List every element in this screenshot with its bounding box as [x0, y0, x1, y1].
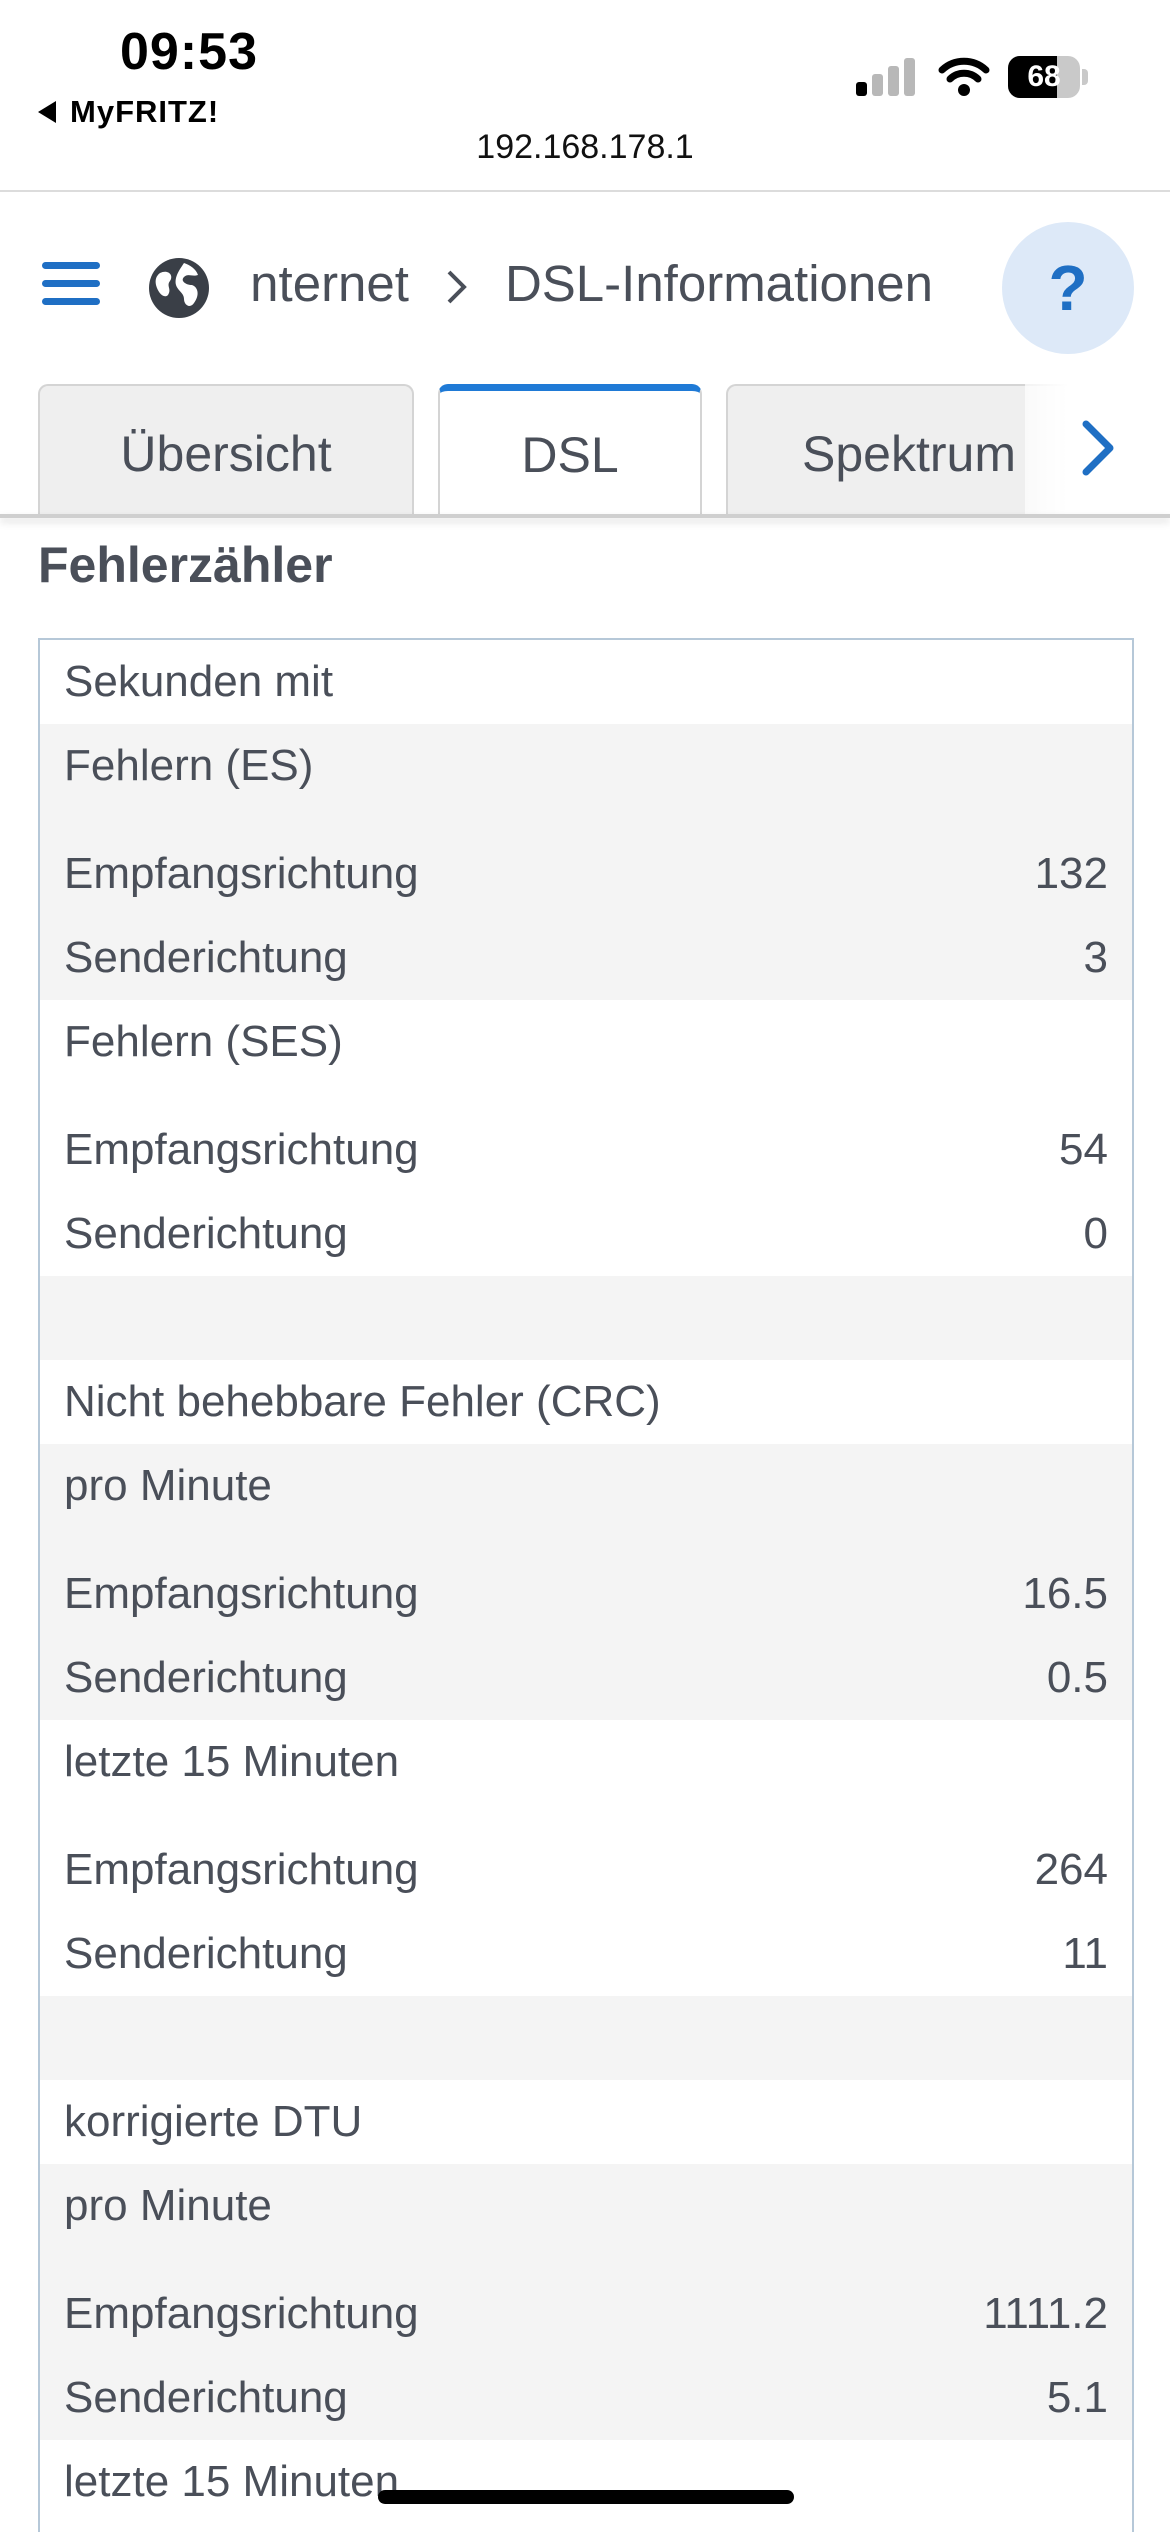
row-label: Nicht behebbare Fehler (CRC)	[64, 1377, 661, 1426]
row-label: Senderichtung	[64, 933, 348, 982]
row-value: 11	[1062, 1929, 1108, 1978]
status-bar: 09:53 MyFRITZ! 68 192.168.178.1	[0, 0, 1170, 192]
table-row: Nicht behebbare Fehler (CRC)	[40, 1360, 1132, 1444]
row-value: 0.5	[1046, 1653, 1108, 1702]
table-row: Senderichtung 0.5	[40, 1636, 1132, 1720]
row-value: 0	[1083, 1209, 1108, 1258]
breadcrumb: Internet DSL-Informationen	[250, 254, 990, 324]
row-label: korrigierte DTU	[64, 2097, 363, 2146]
address-url[interactable]: 192.168.178.1	[476, 128, 694, 166]
hamburger-menu-icon[interactable]	[42, 262, 100, 306]
battery-icon: 68	[1008, 56, 1088, 98]
table-row: letzte 15 Minuten	[40, 1720, 1132, 1804]
error-counter-table: Sekunden mit Fehlern (ES) Empfangsrichtu…	[38, 638, 1134, 2532]
home-indicator[interactable]	[378, 2490, 794, 2504]
row-label: pro Minute	[64, 1461, 272, 1510]
row-label: Sekunden mit	[64, 657, 334, 706]
row-value: 16.5	[1022, 1569, 1108, 1618]
row-label: Empfangsrichtung	[64, 849, 419, 898]
table-row: Empfangsrichtung 264	[40, 1804, 1132, 1912]
table-row: Empfangsrichtung 132	[40, 808, 1132, 916]
table-row: Fehlern (ES)	[40, 724, 1132, 808]
table-row: Empfangsrichtung 54	[40, 1084, 1132, 1192]
table-row: Senderichtung 0	[40, 1192, 1132, 1276]
row-label: Senderichtung	[64, 1209, 348, 1258]
breadcrumb-item-internet[interactable]: Internet	[250, 255, 409, 312]
row-label: Empfangsrichtung	[64, 2289, 419, 2338]
tab-uebersicht[interactable]: Übersicht	[38, 384, 414, 516]
globe-icon[interactable]	[146, 255, 212, 321]
row-value: 264	[1034, 1845, 1108, 1894]
back-app-label: MyFRITZ!	[70, 94, 220, 129]
tab-bar: Übersicht DSL Spektrum	[0, 384, 1170, 516]
row-value: 1111.2	[983, 2289, 1108, 2338]
table-row: pro Minute	[40, 2164, 1132, 2248]
row-value: 5.1	[1046, 2373, 1108, 2422]
tab-spektrum[interactable]: Spektrum	[726, 384, 1116, 516]
breadcrumb-item-current: DSL-Informationen	[504, 255, 933, 312]
back-to-app-link[interactable]: MyFRITZ!	[38, 94, 219, 130]
section-title: Fehlerzähler	[38, 537, 333, 593]
row-label: Senderichtung	[64, 1929, 348, 1978]
tab-bar-divider	[0, 514, 1170, 518]
table-row	[40, 1276, 1132, 1360]
table-row: korrigierte DTU	[40, 2080, 1132, 2164]
table-row: pro Minute	[40, 1444, 1132, 1528]
table-row: Sekunden mit	[40, 640, 1132, 724]
back-arrow-icon	[38, 101, 56, 123]
table-row	[40, 1996, 1132, 2080]
row-label: Senderichtung	[64, 1653, 348, 1702]
row-label: Senderichtung	[64, 2373, 348, 2422]
row-value: 3	[1083, 933, 1108, 982]
tab-scroll-fade	[1025, 384, 1170, 516]
table-row: Senderichtung 3	[40, 916, 1132, 1000]
status-time: 09:53	[120, 23, 258, 81]
row-label: Fehlern (SES)	[64, 1017, 343, 1066]
table-row: Fehlern (SES)	[40, 1000, 1132, 1084]
row-label: Empfangsrichtung	[64, 1845, 419, 1894]
wifi-icon	[938, 57, 990, 96]
chevron-right-icon	[435, 258, 479, 317]
table-row: Senderichtung 11	[40, 1912, 1132, 1996]
tab-dsl[interactable]: DSL	[438, 384, 702, 516]
table-row: Empfangsrichtung 1111.2	[40, 2248, 1132, 2356]
row-label: pro Minute	[64, 2181, 272, 2230]
chevron-right-icon[interactable]	[1072, 418, 1124, 478]
row-label: Fehlern (ES)	[64, 741, 314, 790]
row-label: Empfangsrichtung	[64, 1569, 419, 1618]
battery-percent: 68	[1027, 60, 1061, 93]
row-label: letzte 15 Minuten	[64, 2457, 400, 2506]
table-row: Empfangsrichtung 16.5	[40, 1528, 1132, 1636]
help-button[interactable]: ?	[1002, 222, 1134, 354]
cellular-signal-icon	[856, 58, 918, 96]
table-row: Senderichtung 5.1	[40, 2356, 1132, 2440]
row-label: Empfangsrichtung	[64, 1125, 419, 1174]
row-label: letzte 15 Minuten	[64, 1737, 400, 1786]
row-value: 132	[1034, 849, 1108, 898]
row-value: 54	[1059, 1125, 1108, 1174]
table-row: letzte 15 Minuten	[40, 2440, 1132, 2524]
